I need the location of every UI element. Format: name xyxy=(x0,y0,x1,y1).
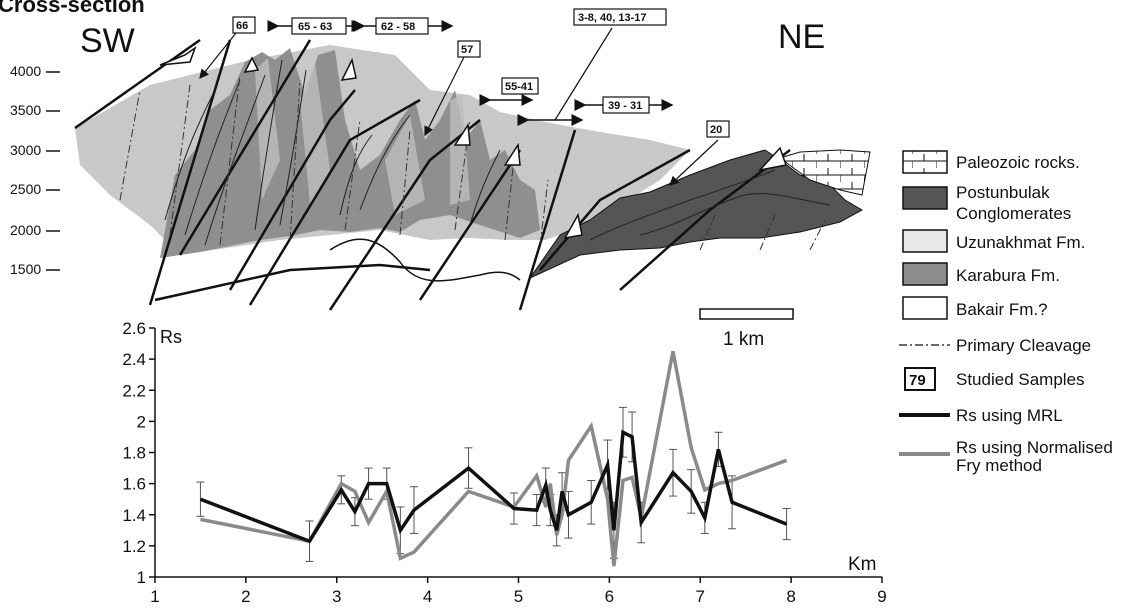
sample-label: 65 - 63 xyxy=(298,21,332,33)
bakair-base xyxy=(329,238,521,282)
elevation-tick-label: 3500 xyxy=(10,102,41,118)
series-line-mrl xyxy=(199,429,788,544)
legend-label-fry: Rs using Normalised xyxy=(956,438,1113,457)
y-tick-label: 2.6 xyxy=(122,319,146,338)
y-tick-label: 2.4 xyxy=(122,350,146,369)
sample-leaders xyxy=(199,27,719,186)
legend-label-samples: Studied Samples xyxy=(956,370,1085,389)
legend-label-postunbulak: Postunbulak xyxy=(956,183,1050,202)
elevation-tick-label: 3000 xyxy=(10,142,41,158)
legend-label-postunbulak-2: Conglomerates xyxy=(956,204,1071,223)
legend-label-bakair: Bakair Fm.? xyxy=(956,300,1048,319)
legend-label-uzunakhmat: Uzunakhmat Fm. xyxy=(956,233,1085,252)
sample-label: 20 xyxy=(710,124,722,136)
karabura-unit xyxy=(160,48,540,258)
thrust-faults xyxy=(74,38,791,311)
y-tick-label: 1.2 xyxy=(122,537,146,556)
y-tick-label: 1 xyxy=(137,568,146,587)
scale-bar xyxy=(699,308,794,320)
x-axis-title: Km xyxy=(848,554,877,575)
figure-title: Cross-section xyxy=(0,0,145,17)
y-tick-label: 1.4 xyxy=(122,506,146,525)
x-tick-label: 6 xyxy=(605,587,614,606)
sample-label: 62 - 58 xyxy=(381,21,415,33)
y-axis-title: Rs xyxy=(160,327,182,347)
paleozoic-unit xyxy=(778,149,871,196)
sample-labels: 66 65 - 63 62 - 58 57 3-8, 40, 13-17 55-… xyxy=(232,8,730,138)
sample-label: 39 - 31 xyxy=(608,100,642,112)
y-tick-label: 2 xyxy=(137,412,146,431)
ne-label: NE xyxy=(778,18,825,56)
legend-label-mrl: Rs using MRL xyxy=(956,406,1063,425)
fold-core xyxy=(255,58,470,215)
scale-bar-label: 1 km xyxy=(723,329,764,350)
sw-label: SW xyxy=(80,22,135,60)
x-tick-label: 7 xyxy=(696,587,705,606)
x-tick-label: 1 xyxy=(150,587,159,606)
x-tick-label: 2 xyxy=(241,587,250,606)
legend-swatch-uzunakhmat xyxy=(902,229,948,253)
elevation-tick-label: 4000 xyxy=(10,63,41,79)
legend-sample-box-label: 79 xyxy=(909,372,926,389)
rs-chart: Rs Km 1 1.2 1.4 1.6 1.8 2 2.2 2.4 2.6 1 2 3 4 5 6 7 8 9 xyxy=(122,319,886,606)
y-tick-label: 1.6 xyxy=(122,475,146,494)
legend-swatch-paleozoic xyxy=(902,150,948,174)
elevation-tick-label: 1500 xyxy=(10,261,41,277)
sample-label: 55-41 xyxy=(505,81,533,93)
elevation-tick-label: 2000 xyxy=(10,222,41,238)
legend-swatch-postunbulak xyxy=(902,186,948,210)
x-tick-label: 9 xyxy=(877,587,886,606)
elevation-tick-label: 2500 xyxy=(10,181,41,197)
y-ticks: 1 1.2 1.4 1.6 1.8 2 2.2 2.4 2.6 xyxy=(122,319,155,587)
legend-swatch-sample-box xyxy=(904,367,936,391)
cross-section-drawing: 66 65 - 63 62 - 58 57 3-8, 40, 13-17 55-… xyxy=(74,8,871,311)
legend-label-fry-2: Fry method xyxy=(956,456,1042,475)
fault-arrows xyxy=(159,46,787,240)
legend-swatch-karabura xyxy=(902,262,948,286)
y-tick-label: 2.2 xyxy=(122,381,146,400)
elevation-axis: 4000 3500 3000 2500 2000 1500 xyxy=(10,63,60,277)
cleavage-lines xyxy=(119,74,826,251)
legend: Paleozoic rocks. Postunbulak Conglomerat… xyxy=(899,150,1113,475)
x-ticks: 1 2 3 4 5 6 7 8 9 xyxy=(150,577,887,606)
x-tick-label: 5 xyxy=(514,587,523,606)
sample-label: 66 xyxy=(236,20,248,32)
series-layer xyxy=(196,350,791,567)
series-line-fry xyxy=(200,350,788,567)
x-tick-label: 8 xyxy=(786,587,795,606)
sample-label: 57 xyxy=(461,44,473,56)
legend-label-cleavage: Primary Cleavage xyxy=(956,336,1091,355)
x-tick-label: 3 xyxy=(332,587,341,606)
y-tick-label: 1.8 xyxy=(122,444,146,463)
legend-label-karabura: Karabura Fm. xyxy=(956,266,1060,285)
bedding-lines xyxy=(164,59,831,246)
x-tick-label: 4 xyxy=(423,587,432,606)
legend-label-paleozoic: Paleozoic rocks. xyxy=(956,153,1080,172)
legend-swatch-bakair xyxy=(902,296,948,320)
sample-label: 3-8, 40, 13-17 xyxy=(578,12,647,24)
